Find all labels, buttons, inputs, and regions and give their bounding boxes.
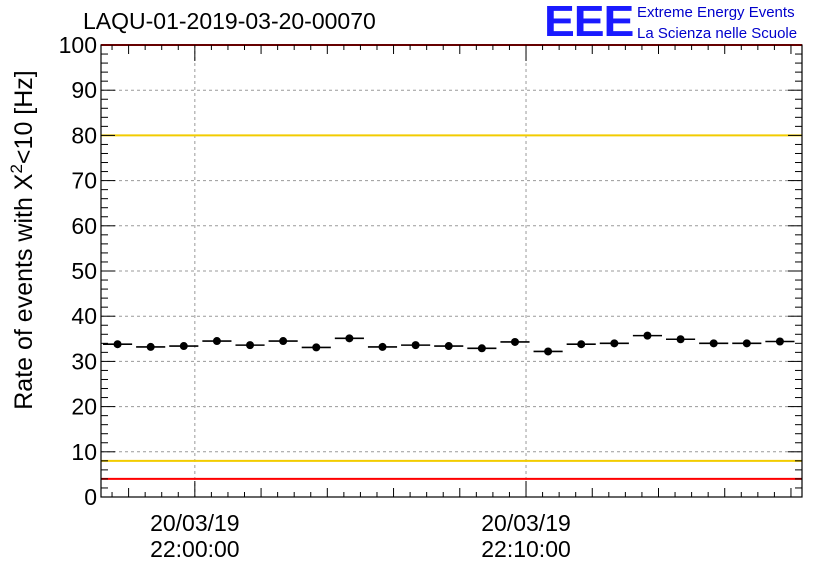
data-point <box>510 337 519 346</box>
data-point <box>345 334 354 343</box>
y-tick-label: 20 <box>71 394 97 420</box>
data-point <box>312 343 321 352</box>
y-tick-label: 10 <box>71 439 97 465</box>
data-point <box>146 342 155 351</box>
y-tick-label: 100 <box>59 32 97 58</box>
logo-line-2: La Scienza nelle Scuole <box>637 25 798 42</box>
y-tick-label: 0 <box>84 484 97 510</box>
data-point <box>212 337 221 346</box>
x-tick-label-time: 22:00:00 <box>150 536 240 562</box>
data-point <box>709 339 718 348</box>
data-point <box>444 342 453 351</box>
data-point <box>378 342 387 351</box>
data-point <box>246 341 255 350</box>
y-tick-label: 80 <box>71 122 97 148</box>
data-point <box>544 347 553 356</box>
eee-logo-mark: EEE <box>544 0 634 46</box>
y-tick-label: 60 <box>71 213 97 239</box>
chart-title: LAQU-01-2019-03-20-00070 <box>83 8 376 34</box>
x-tick-label-time: 22:10:00 <box>481 536 571 562</box>
data-point <box>610 339 619 348</box>
data-point <box>742 339 751 348</box>
data-point <box>477 344 486 353</box>
data-point <box>577 340 586 349</box>
x-tick-label-date: 20/03/19 <box>150 510 240 536</box>
data-point <box>775 337 784 346</box>
y-tick-label: 40 <box>71 303 97 329</box>
eee-logo: EEE Extreme Energy Events La Scienza nel… <box>544 0 834 46</box>
y-tick-label: 30 <box>71 348 97 374</box>
logo-line-1: Extreme Energy Events <box>637 4 795 21</box>
data-point <box>643 331 652 340</box>
y-tick-label: 50 <box>71 258 97 284</box>
data-point <box>179 342 188 351</box>
y-tick-label: 90 <box>71 77 97 103</box>
data-point <box>676 335 685 344</box>
data-point <box>113 340 122 349</box>
y-axis-label: Rate of events with X2<10 [Hz] <box>7 70 38 410</box>
x-tick-label-date: 20/03/19 <box>481 510 571 536</box>
data-point <box>411 341 420 350</box>
y-tick-label: 70 <box>71 168 97 194</box>
data-point <box>279 337 288 346</box>
